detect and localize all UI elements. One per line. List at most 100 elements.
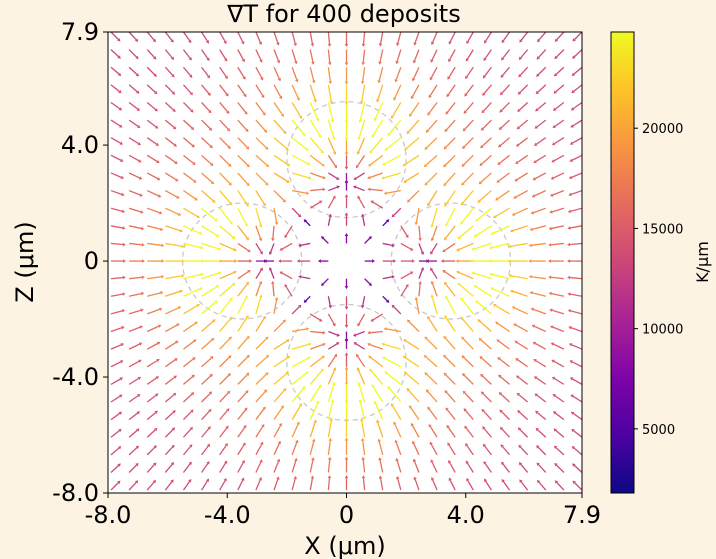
gradient-arrow-head: [152, 38, 156, 43]
gradient-arrow-head: [344, 324, 349, 328]
gradient-arrow: [237, 374, 248, 385]
gradient-arrow-head: [200, 272, 204, 277]
gradient-arrow: [516, 172, 528, 181]
gradient-arrow-head: [514, 340, 518, 344]
gradient-arrow: [519, 101, 529, 111]
gradient-arrow: [147, 276, 162, 280]
gradient-arrow: [535, 360, 547, 368]
gradient-arrow-head: [229, 201, 233, 206]
gradient-arrow-head: [244, 407, 248, 411]
gradient-arrow-head: [430, 251, 434, 255]
gradient-arrow: [462, 190, 474, 204]
gradient-arrow: [273, 299, 278, 315]
gradient-arrow: [237, 207, 247, 225]
gradient-arrow: [431, 208, 438, 225]
gradient-arrow-head: [460, 201, 464, 206]
gradient-arrow-head: [224, 443, 228, 447]
gradient-arrow: [110, 395, 121, 403]
gradient-arrow: [518, 119, 529, 128]
gradient-arrow: [183, 340, 195, 350]
gradient-arrow: [164, 137, 175, 146]
gradient-arrow: [362, 296, 366, 306]
gradient-arrow: [110, 464, 120, 473]
gradient-arrow-head: [122, 259, 126, 263]
gradient-arrow: [237, 271, 249, 280]
gradient-arrow: [379, 49, 384, 63]
gradient-arrow-head: [507, 259, 511, 263]
gradient-arrow-head: [333, 164, 338, 169]
gradient-arrow-head: [328, 213, 332, 218]
gradient-arrow: [382, 295, 388, 302]
gradient-arrow: [237, 242, 249, 251]
gradient-arrow: [536, 137, 547, 145]
gradient-arrow-head: [501, 461, 505, 466]
gradient-arrow-head: [361, 213, 365, 218]
gradient-arrow-head: [550, 176, 555, 180]
gradient-arrow: [431, 283, 438, 297]
gradient-arrow: [183, 172, 195, 182]
gradient-arrow: [449, 49, 456, 60]
gradient-arrow-head: [550, 193, 554, 197]
gradient-arrow: [328, 172, 338, 179]
gradient-arrow-head: [296, 421, 300, 425]
gradient-arrow: [551, 207, 565, 213]
gradient-arrow-head: [140, 210, 144, 214]
gradient-arrow: [555, 429, 565, 438]
gradient-arrow-head: [294, 60, 298, 65]
gradient-arrow: [502, 49, 511, 59]
gradient-arrow-head: [315, 118, 320, 122]
gradient-arrow: [408, 389, 420, 403]
gradient-arrow: [146, 207, 160, 214]
gradient-arrow-head: [134, 38, 139, 42]
gradient-arrow-head: [515, 160, 519, 164]
gradient-arrow-head: [137, 142, 142, 146]
gradient-arrow: [327, 478, 331, 491]
gradient-arrow-head: [390, 115, 395, 120]
gradient-arrow-head: [258, 237, 263, 242]
gradient-arrow-head: [214, 218, 218, 222]
gradient-arrow: [110, 242, 123, 246]
gradient-arrow-head: [135, 462, 139, 467]
gradient-arrow: [359, 401, 366, 420]
gradient-arrow-head: [496, 339, 500, 343]
gradient-arrow: [164, 49, 173, 59]
gradient-arrow: [556, 464, 565, 473]
gradient-arrow-head: [173, 143, 177, 147]
gradient-arrow: [285, 225, 293, 236]
gradient-arrow-head: [278, 259, 282, 263]
gradient-arrow-head: [226, 127, 231, 132]
gradient-arrow-head: [403, 179, 407, 183]
gradient-arrow: [128, 429, 138, 438]
gradient-arrow: [128, 293, 142, 297]
gradient-arrow: [405, 137, 420, 150]
gradient-arrow: [219, 445, 227, 456]
gradient-arrow: [273, 208, 278, 223]
gradient-arrow-head: [361, 475, 366, 479]
gradient-arrow: [571, 172, 582, 178]
gradient-arrow: [393, 306, 402, 315]
gradient-arrow-head: [535, 90, 540, 95]
gradient-arrow-head: [305, 371, 309, 375]
gradient-arrow: [219, 427, 228, 438]
gradient-arrow: [219, 284, 234, 297]
gradient-arrow-head: [262, 406, 266, 411]
gradient-arrow: [461, 207, 474, 223]
gradient-arrow-head: [139, 325, 143, 329]
gradient-arrow-head: [139, 193, 143, 197]
gradient-arrow: [291, 387, 305, 403]
gradient-arrow-head: [298, 243, 302, 248]
gradient-arrow: [537, 446, 547, 456]
gradient-arrow-head: [153, 90, 158, 95]
gradient-arrow-head: [171, 91, 176, 95]
gradient-arrow-head: [519, 479, 523, 483]
gradient-arrow: [573, 66, 582, 75]
gradient-arrow: [201, 463, 209, 473]
gradient-arrow-head: [391, 243, 395, 248]
gradient-arrow: [164, 429, 174, 438]
gradient-arrow: [201, 410, 210, 421]
gradient-arrow-head: [406, 319, 411, 323]
gradient-arrow: [484, 49, 492, 59]
gradient-arrow-head: [393, 421, 397, 425]
gradient-arrow-head: [265, 146, 269, 150]
gradient-arrow: [201, 445, 209, 456]
